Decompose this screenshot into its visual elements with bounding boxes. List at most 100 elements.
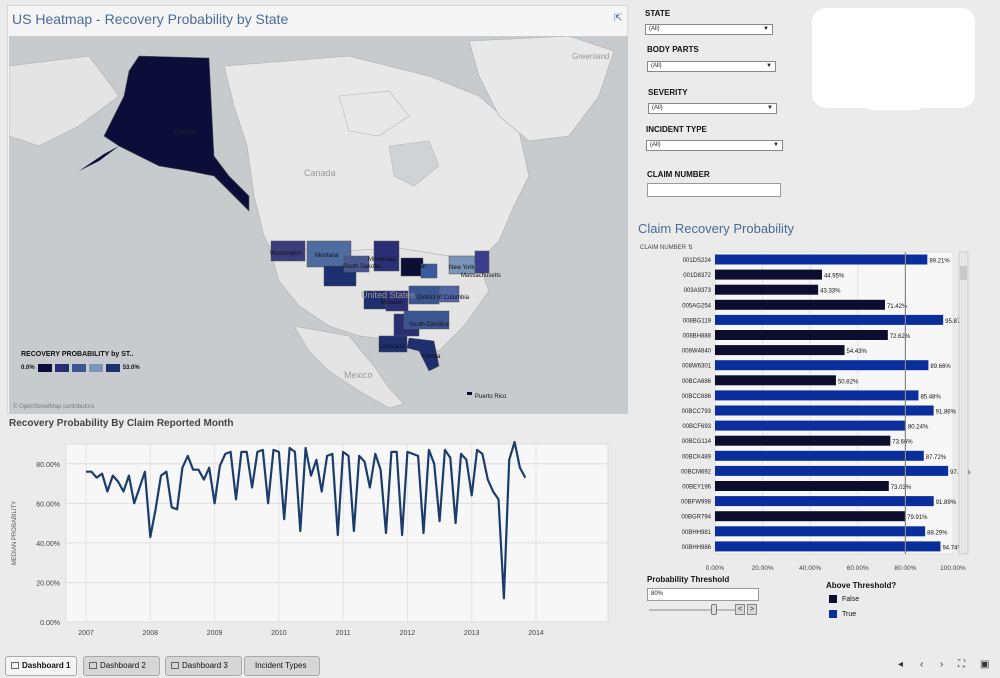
dashboard-icon xyxy=(171,662,179,669)
bar-chart[interactable]: 0.00% 20.00% 40.00% 60.00% 80.00% 100.00% 001D… xyxy=(637,250,973,572)
first-sheet-icon[interactable]: ◂ xyxy=(898,659,904,670)
claim-bar[interactable] xyxy=(715,435,891,446)
state-massachusetts[interactable] xyxy=(474,250,490,274)
state-virginia[interactable] xyxy=(438,285,460,303)
prev-sheet-icon[interactable]: ‹ xyxy=(920,659,924,670)
threshold-input[interactable]: 80% xyxy=(647,588,759,601)
x-tick-label: 20.00% xyxy=(752,565,774,572)
threshold-decrement-button[interactable]: < xyxy=(735,604,745,615)
claim-number-label[interactable]: 008W4840 xyxy=(682,349,712,355)
state-washington[interactable] xyxy=(270,240,306,262)
present-icon[interactable]: ▣ xyxy=(980,659,990,670)
state-ohio[interactable] xyxy=(420,263,438,279)
claim-number-label[interactable]: 00BCM692 xyxy=(681,469,712,475)
legend-swatch xyxy=(88,364,103,372)
tab-incident-types[interactable]: Incident Types xyxy=(244,656,320,676)
claim-bar[interactable] xyxy=(715,405,934,416)
bar-value-label: 43.33% xyxy=(820,289,841,295)
state-florida[interactable] xyxy=(406,337,440,372)
sort-icon[interactable]: ⇅ xyxy=(687,245,693,251)
claim-bar[interactable] xyxy=(715,299,885,310)
map-panel: US Heatmap - Recovery Probability by Sta… xyxy=(7,5,628,414)
claim-bar[interactable] xyxy=(715,254,928,265)
claim-number-label[interactable]: 00BCG114 xyxy=(682,439,712,445)
next-sheet-icon[interactable]: › xyxy=(940,659,944,670)
threshold-slider-thumb[interactable] xyxy=(711,604,717,615)
claim-number-label[interactable]: 00BHH981 xyxy=(682,530,712,536)
claim-number-label[interactable]: 00BGR794 xyxy=(681,515,711,521)
claim-number-label[interactable]: 008W6301 xyxy=(682,364,712,370)
claim-number-label[interactable]: 005AG254 xyxy=(682,303,711,309)
claim-bar[interactable] xyxy=(715,330,888,340)
legend-swatch xyxy=(829,595,837,603)
claim-bar[interactable] xyxy=(715,496,934,507)
popout-icon[interactable]: ⇱ xyxy=(614,13,623,24)
claim-number-label[interactable]: 001DS224 xyxy=(683,258,712,264)
state-south-dakota[interactable] xyxy=(343,255,370,273)
claim-bar[interactable] xyxy=(715,345,845,356)
claim-bar[interactable] xyxy=(715,481,889,491)
claim-bar[interactable] xyxy=(715,284,819,295)
map-attribution[interactable]: © OpenStreetMap contributors xyxy=(13,404,95,410)
threshold-increment-button[interactable]: > xyxy=(747,604,757,615)
tab-dashboard-1[interactable]: Dashboard 1 xyxy=(5,656,77,676)
claim-number-input[interactable] xyxy=(647,183,781,197)
state-south-carolina[interactable] xyxy=(403,310,450,330)
body-parts-filter-select[interactable]: (All) ▼ xyxy=(647,61,776,72)
us-heatmap[interactable]: Greenland Canada United States Mexico Al… xyxy=(9,36,628,414)
severity-filter-select[interactable]: (All) ▼ xyxy=(648,103,777,114)
scrollbar-track[interactable] xyxy=(958,251,969,555)
claim-bar[interactable] xyxy=(715,465,949,476)
state-louisiana[interactable] xyxy=(378,335,408,353)
claim-number-label[interactable]: 00BEY196 xyxy=(682,485,711,491)
claim-bar[interactable] xyxy=(715,375,836,386)
claim-bar[interactable] xyxy=(715,450,924,461)
state-filter-select[interactable]: (All) ▼ xyxy=(645,24,773,35)
line-chart[interactable]: 0.00% 20.00% 40.00% 60.00% 80.00% MEDIAN PROB… xyxy=(8,434,629,646)
claim-number-label[interactable]: 008BG119 xyxy=(683,318,712,324)
claim-number-label[interactable]: 003A9373 xyxy=(684,288,712,294)
state-alaska-peninsula xyxy=(79,146,119,171)
claim-number-label[interactable]: 00BCK489 xyxy=(682,454,712,460)
bar-column-header[interactable]: CLAIM NUMBER ⇅ xyxy=(640,244,693,251)
claim-number-label[interactable]: 00BCF693 xyxy=(682,424,711,430)
state-minnesota[interactable] xyxy=(373,240,400,272)
claim-bar[interactable] xyxy=(715,269,822,280)
tab-dashboard-3[interactable]: Dashboard 3 xyxy=(165,656,242,676)
legend-title: RECOVERY PROBABILITY by ST.. xyxy=(21,351,134,358)
label-florida: Florida xyxy=(422,354,441,360)
fullscreen-icon[interactable]: ⛶ xyxy=(958,659,965,670)
claim-number-label[interactable]: 00BHH986 xyxy=(682,545,712,551)
claim-number-label[interactable]: 00BCC686 xyxy=(682,394,712,400)
dropdown-arrow-icon: ▼ xyxy=(767,105,773,111)
state-alaska[interactable] xyxy=(103,55,250,212)
claim-number-label[interactable]: 008BH888 xyxy=(683,334,712,340)
tab-dashboard-2[interactable]: Dashboard 2 xyxy=(83,656,160,676)
land-greenland xyxy=(468,36,615,142)
incident-type-filter-select[interactable]: (All) ▼ xyxy=(646,140,783,151)
claim-bar[interactable] xyxy=(715,360,929,371)
claim-number-label[interactable]: 001D8372 xyxy=(683,273,711,279)
state-montana[interactable] xyxy=(306,240,352,268)
legend-item-false[interactable]: False xyxy=(829,595,859,603)
claim-bar[interactable] xyxy=(715,511,906,522)
map-legend: RECOVERY PROBABILITY by ST.. 0.0% 53.0% xyxy=(21,351,140,372)
series-line[interactable] xyxy=(86,440,527,600)
scrollbar-thumb[interactable] xyxy=(960,266,967,280)
claim-number-label[interactable]: 00BFW998 xyxy=(681,500,712,506)
claim-bar[interactable] xyxy=(715,541,941,552)
threshold-slider-track[interactable] xyxy=(649,609,735,611)
legend-item-true[interactable]: True xyxy=(829,610,856,618)
claim-bar[interactable] xyxy=(715,526,926,537)
claim-bar[interactable] xyxy=(715,420,906,431)
state-missouri[interactable] xyxy=(385,290,409,312)
state-puerto-rico[interactable] xyxy=(467,392,472,395)
label-massachusetts: Massachusetts xyxy=(461,273,501,279)
x-tick-label: 2013 xyxy=(464,630,480,637)
claim-bar[interactable] xyxy=(715,314,944,325)
claim-number-label[interactable]: 00BCA686 xyxy=(682,379,712,385)
claim-bar[interactable] xyxy=(715,390,919,401)
legend-max: 53.0% xyxy=(122,365,140,371)
bar-value-label: 89.66% xyxy=(930,364,951,370)
claim-number-label[interactable]: 00BCC793 xyxy=(682,409,712,415)
